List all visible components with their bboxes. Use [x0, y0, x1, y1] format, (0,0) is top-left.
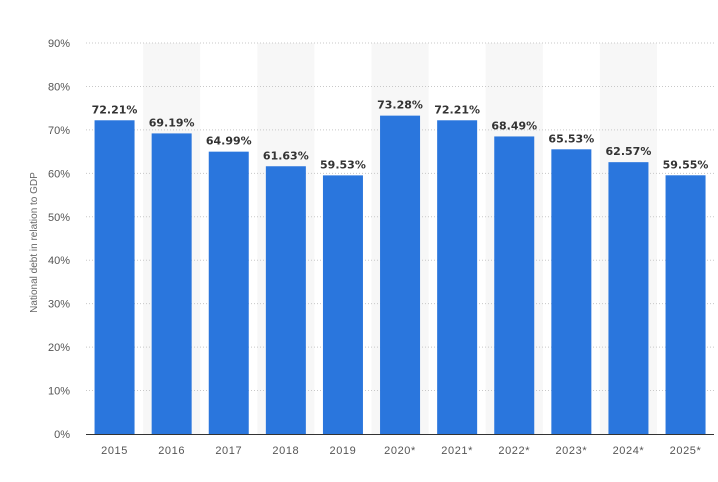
- bar[interactable]: [151, 133, 192, 434]
- data-label: 68.49%: [491, 119, 537, 132]
- bar[interactable]: [608, 162, 649, 435]
- bar[interactable]: [208, 151, 249, 435]
- x-tick-label: 2021*: [441, 445, 473, 457]
- x-tick-label: 2025*: [670, 445, 702, 457]
- bar[interactable]: [380, 115, 421, 435]
- data-labels: 72.21% 69.19% 64.99% 61.63% 59.53% 73.28% 72.2…: [92, 99, 709, 172]
- y-tick-label: 10%: [48, 386, 70, 398]
- x-tick-label: 2016: [158, 445, 185, 457]
- x-tick-label: 2024*: [613, 445, 645, 457]
- y-tick-label: 70%: [48, 125, 70, 137]
- data-label: 59.53%: [320, 158, 366, 171]
- x-tick-label: 2019: [330, 445, 357, 457]
- y-tick-label: 0%: [54, 429, 70, 441]
- bars: [94, 115, 706, 435]
- x-tick-label: 2023*: [555, 445, 587, 457]
- y-tick-label: 50%: [48, 212, 70, 224]
- y-tick-label: 40%: [48, 255, 70, 267]
- x-tick-label: 2020*: [384, 445, 416, 457]
- data-label: 64.99%: [206, 135, 252, 148]
- x-tick-label: 2017: [215, 445, 242, 457]
- x-axis-ticks: 2015 2016 2017 2018 2019 2020* 2021* 2022* 2023*…: [101, 445, 701, 457]
- x-tick-label: 2018: [272, 445, 299, 457]
- y-axis-ticks: 0% 10% 20% 30% 40% 50% 60% 70% 80% 90%: [48, 38, 70, 441]
- data-label: 61.63%: [263, 149, 309, 162]
- bar[interactable]: [665, 175, 706, 434]
- bar[interactable]: [322, 175, 363, 434]
- bar[interactable]: [94, 120, 135, 435]
- data-label: 62.57%: [606, 145, 652, 158]
- bar[interactable]: [551, 149, 592, 435]
- bar[interactable]: [437, 120, 478, 435]
- data-label: 72.21%: [434, 103, 480, 116]
- data-label: 59.55%: [663, 158, 709, 171]
- data-label: 65.53%: [548, 132, 594, 145]
- y-tick-label: 80%: [48, 81, 70, 93]
- x-tick-label: 2022*: [498, 445, 530, 457]
- bar[interactable]: [265, 166, 306, 434]
- bar[interactable]: [494, 136, 535, 434]
- y-tick-label: 60%: [48, 168, 70, 180]
- x-tick-label: 2015: [101, 445, 128, 457]
- y-axis-title: National debt in relation to GDP: [29, 172, 40, 313]
- data-label: 73.28%: [377, 99, 423, 112]
- y-tick-label: 30%: [48, 299, 70, 311]
- data-label: 69.19%: [149, 116, 195, 129]
- data-label: 72.21%: [92, 103, 138, 116]
- y-tick-label: 20%: [48, 342, 70, 354]
- y-tick-label: 90%: [48, 38, 70, 50]
